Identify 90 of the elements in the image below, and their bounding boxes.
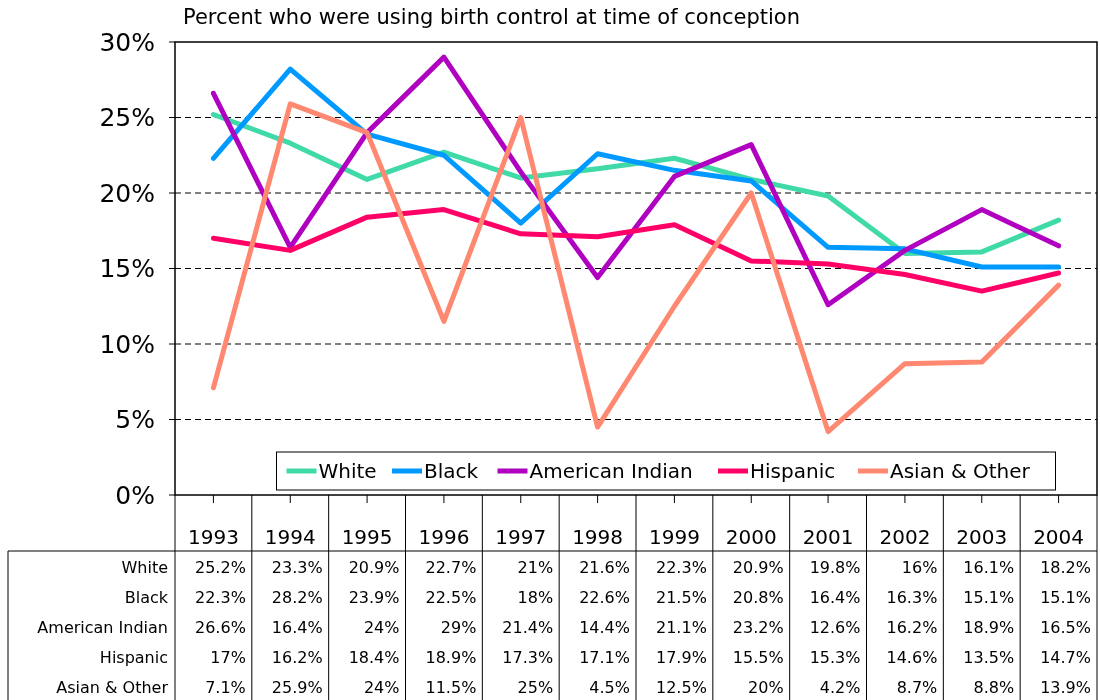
data-label: 15.5% <box>732 647 784 667</box>
data-label: 22.3% <box>195 587 246 607</box>
x-tick-label: 1994 <box>264 525 316 549</box>
data-label: 26.6% <box>195 617 246 637</box>
chart-title: Percent who were using birth control at time of conception <box>183 5 800 29</box>
data-label: 16.4% <box>271 617 323 637</box>
data-label: 12.5% <box>656 677 707 697</box>
data-label: 4.2% <box>819 677 861 697</box>
x-tick-label: 2002 <box>879 525 931 549</box>
data-label: 17.9% <box>656 647 707 667</box>
data-label: 17.3% <box>502 647 554 667</box>
data-label: 14.6% <box>886 647 938 667</box>
data-label: 8.7% <box>896 677 938 697</box>
legend-label: Black <box>424 459 479 483</box>
data-label: 20.9% <box>348 557 400 577</box>
data-label: 18.9% <box>963 617 1015 637</box>
data-label: 20.8% <box>732 587 784 607</box>
data-label: 29% <box>440 617 477 637</box>
text: American Indian <box>37 617 168 637</box>
data-label: 17.1% <box>579 647 630 667</box>
data-label: 7.1% <box>205 677 246 697</box>
data-label: 16.1% <box>963 557 1015 577</box>
x-tick-label: 1997 <box>495 525 547 549</box>
x-tick-label: 1995 <box>341 525 393 549</box>
data-label: 28.2% <box>271 587 323 607</box>
text: White <box>121 557 168 577</box>
data-label: 16.2% <box>886 617 938 637</box>
x-tick-label: 1996 <box>418 525 470 549</box>
text: Asian & Other <box>56 677 168 697</box>
x-tick-label: 1993 <box>187 525 239 549</box>
data-label: 25.9% <box>271 677 323 697</box>
data-label: 24% <box>363 617 400 637</box>
legend-label: Hispanic <box>750 459 836 483</box>
data-label: 14.7% <box>1040 647 1091 667</box>
data-label: 24% <box>363 677 400 697</box>
data-label: 17% <box>210 647 246 667</box>
data-label: 11.5% <box>425 677 477 697</box>
y-tick-label: 5% <box>115 405 155 435</box>
data-label: 13.9% <box>1040 677 1091 697</box>
data-label: 16.4% <box>809 587 861 607</box>
data-label: 22.7% <box>425 557 477 577</box>
x-tick-label: 1998 <box>572 525 624 549</box>
data-label: 16.3% <box>886 587 938 607</box>
data-label: 25% <box>517 677 554 697</box>
y-tick-label: 25% <box>99 103 155 133</box>
x-tick-label: 2003 <box>956 525 1008 549</box>
data-label: 21% <box>517 557 554 577</box>
data-label: 21.6% <box>579 557 630 577</box>
y-tick-label: 0% <box>115 480 155 510</box>
data-label: 21.4% <box>502 617 554 637</box>
data-label: 18.4% <box>348 647 400 667</box>
data-label: 16.2% <box>271 647 323 667</box>
x-tick-label: 2001 <box>802 525 854 549</box>
data-label: 8.8% <box>973 677 1015 697</box>
x-tick-label: 1999 <box>648 525 700 549</box>
y-tick-label: 10% <box>99 329 155 359</box>
data-label: 21.1% <box>656 617 707 637</box>
data-label: 14.4% <box>579 617 630 637</box>
data-label: 15.1% <box>1040 587 1091 607</box>
legend-label: American Indian <box>529 459 693 483</box>
data-label: 18.9% <box>425 647 477 667</box>
data-label: 22.3% <box>656 557 707 577</box>
data-label: 15.1% <box>963 587 1015 607</box>
x-tick-label: 2004 <box>1033 525 1085 549</box>
x-tick-label: 2000 <box>725 525 777 549</box>
text: Hispanic <box>99 647 168 667</box>
data-label: 23.3% <box>271 557 323 577</box>
data-label: 20% <box>748 677 784 697</box>
data-label: 13.5% <box>963 647 1015 667</box>
data-label: 16% <box>901 557 938 577</box>
data-label: 22.6% <box>579 587 630 607</box>
data-label: 16.5% <box>1040 617 1091 637</box>
y-tick-label: 20% <box>99 178 155 208</box>
data-label: 23.2% <box>732 617 784 637</box>
legend-label: Asian & Other <box>890 459 1031 483</box>
text: Black <box>124 587 168 607</box>
y-tick-label: 30% <box>99 27 155 57</box>
data-label: 15.3% <box>809 647 861 667</box>
data-label: 4.5% <box>589 677 630 697</box>
data-label: 19.8% <box>809 557 861 577</box>
data-label: 18% <box>517 587 554 607</box>
data-label: 18.2% <box>1040 557 1091 577</box>
data-label: 20.9% <box>732 557 784 577</box>
y-tick-label: 15% <box>99 254 155 284</box>
data-label: 21.5% <box>656 587 707 607</box>
legend-label: White <box>318 459 377 483</box>
data-label: 22.5% <box>425 587 477 607</box>
data-label: 12.6% <box>809 617 861 637</box>
data-label: 25.2% <box>195 557 246 577</box>
data-label: 23.9% <box>348 587 400 607</box>
